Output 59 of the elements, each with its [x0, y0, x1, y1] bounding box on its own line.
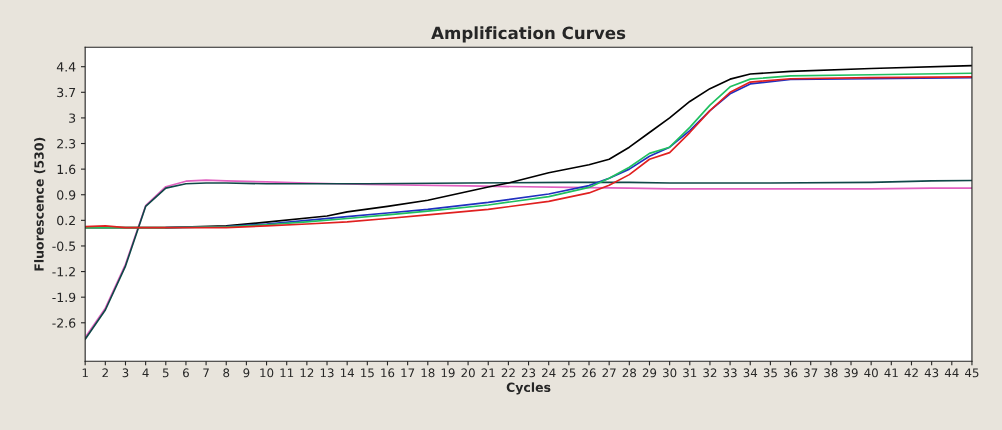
x-tick-label: 43 — [924, 368, 939, 378]
x-tick-label: 40 — [864, 368, 878, 378]
x-tick-label: 36 — [783, 368, 798, 378]
x-tick-label: 8 — [223, 368, 230, 378]
x-tick-label: 2 — [102, 368, 108, 378]
x-tick-label: 26 — [582, 368, 596, 378]
y-axis-title: Fluorescence (530) — [34, 137, 46, 271]
x-tick-label: 14 — [340, 368, 355, 378]
y-tick-label: 0.2 — [57, 215, 75, 226]
x-tick-label: 34 — [743, 368, 758, 378]
x-tick-label: 12 — [300, 368, 314, 378]
x-tick-label: 31 — [683, 368, 697, 378]
y-tick-label: -0.5 — [52, 241, 76, 251]
x-tick-label: 21 — [481, 368, 495, 378]
x-tick-label: 25 — [562, 368, 576, 378]
x-tick-label: 1 — [82, 368, 88, 378]
x-tick-label: 41 — [884, 368, 898, 378]
x-tick-label: 28 — [622, 368, 637, 378]
x-tick-label: 4 — [142, 368, 149, 378]
x-tick-label: 29 — [642, 368, 657, 378]
y-tick-label: 3.7 — [57, 87, 76, 98]
x-tick-label: 16 — [381, 368, 395, 378]
x-tick-label: 44 — [944, 368, 959, 378]
x-tick-label: 13 — [320, 368, 334, 378]
x-tick-label: 18 — [421, 368, 435, 378]
x-axis-title: Cycles — [506, 382, 551, 395]
x-tick-label: 22 — [501, 368, 515, 378]
x-tick-label: 42 — [904, 368, 918, 378]
y-tick-label: 1.6 — [57, 164, 76, 175]
x-tick-label: 11 — [280, 368, 294, 378]
x-tick-label: 6 — [183, 368, 189, 378]
x-tick-label: 19 — [441, 368, 455, 378]
x-tick-label: 9 — [243, 368, 250, 378]
x-tick-label: 45 — [965, 368, 979, 378]
x-tick-label: 17 — [401, 368, 415, 378]
y-tick-label: -1.9 — [52, 292, 76, 303]
y-tick-label: 3 — [69, 113, 76, 123]
x-tick-label: 7 — [203, 368, 209, 378]
x-tick-label: 30 — [663, 368, 677, 378]
x-tick-label: 23 — [521, 368, 536, 378]
x-tick-label: 5 — [162, 368, 169, 378]
x-tick-label: 24 — [542, 368, 556, 378]
x-tick-label: 20 — [461, 368, 475, 378]
x-tick-label: 15 — [361, 368, 374, 378]
y-tick-label: 2.3 — [57, 138, 76, 149]
x-tick-label: 37 — [804, 368, 818, 378]
y-tick-label: -1.2 — [52, 267, 75, 277]
y-tick-label: 0.9 — [57, 190, 76, 200]
y-tick-label: -2.6 — [52, 318, 76, 328]
x-tick-label: 3 — [122, 368, 129, 378]
chart-title: Amplification Curves — [431, 26, 626, 43]
x-tick-label: 32 — [703, 368, 717, 378]
x-tick-label: 10 — [260, 368, 274, 378]
x-tick-label: 35 — [763, 368, 777, 378]
x-tick-label: 38 — [824, 368, 838, 378]
y-tick-label: 4.4 — [56, 62, 76, 72]
x-tick-label: 33 — [723, 368, 737, 378]
x-tick-label: 27 — [602, 368, 616, 378]
x-tick-label: 39 — [844, 368, 858, 378]
